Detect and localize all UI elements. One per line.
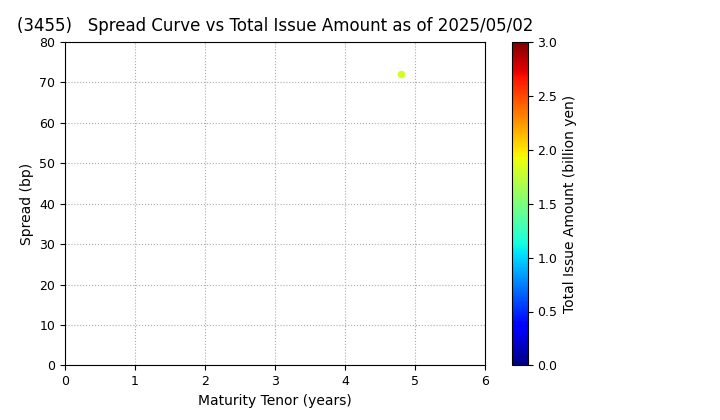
- Y-axis label: Total Issue Amount (billion yen): Total Issue Amount (billion yen): [563, 94, 577, 313]
- Y-axis label: Spread (bp): Spread (bp): [19, 163, 34, 245]
- X-axis label: Maturity Tenor (years): Maturity Tenor (years): [198, 394, 352, 408]
- Point: [395, 71, 407, 78]
- Title: (3455)   Spread Curve vs Total Issue Amount as of 2025/05/02: (3455) Spread Curve vs Total Issue Amoun…: [17, 17, 534, 35]
